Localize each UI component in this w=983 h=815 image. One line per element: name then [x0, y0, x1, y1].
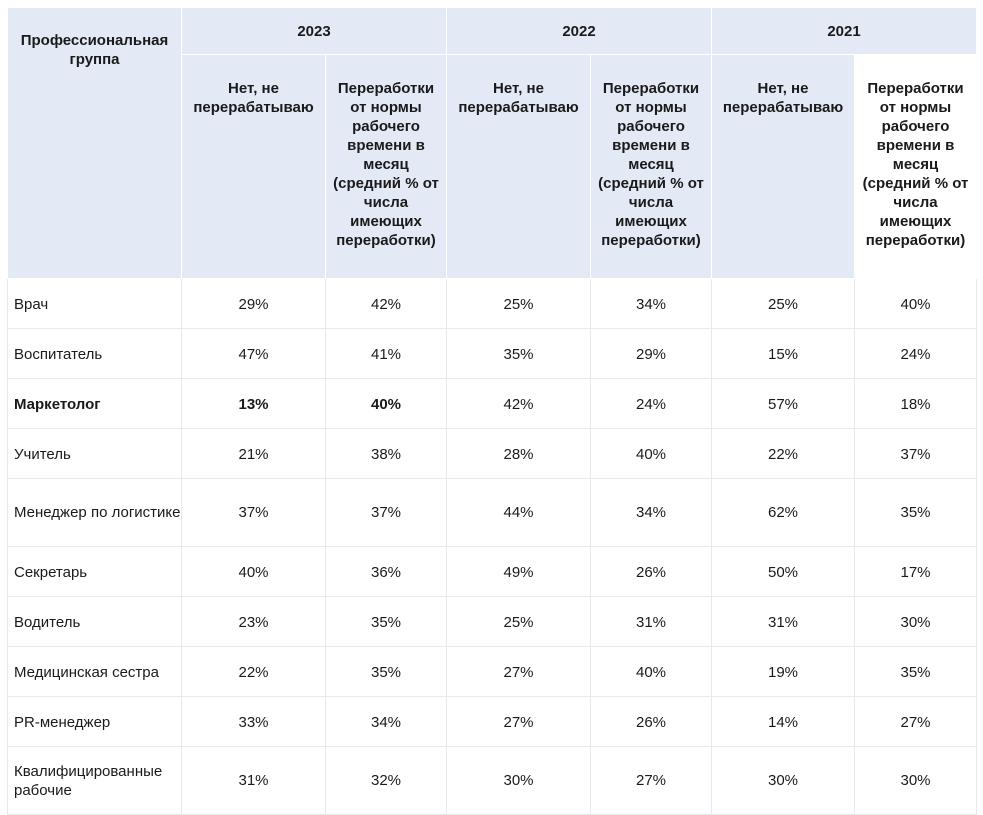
value-cell: 30% — [854, 746, 977, 815]
overtime-avg-header-2023: Переработки от нормы рабочего времени в … — [325, 54, 447, 279]
value-cell: 40% — [854, 278, 977, 329]
value-cell: 42% — [325, 278, 447, 329]
value-cell: 30% — [446, 746, 591, 815]
profession-name: Водитель — [7, 596, 182, 647]
no-overtime-header-2022: Нет, не перерабатываю — [446, 54, 591, 279]
value-cell: 35% — [446, 328, 591, 379]
value-cell: 34% — [590, 278, 712, 329]
value-cell: 25% — [446, 278, 591, 329]
value-cell: 31% — [711, 596, 855, 647]
value-cell: 34% — [590, 478, 712, 547]
overtime-by-profession-table: Профессиональная группа 2023 2022 2021 Н… — [7, 7, 977, 815]
value-cell: 62% — [711, 478, 855, 547]
profession-name: Менеджер по логистике — [7, 478, 182, 547]
value-cell: 26% — [590, 696, 712, 747]
profession-name: Квалифицированные рабочие — [7, 746, 182, 815]
value-cell: 40% — [590, 646, 712, 697]
overtime-avg-header-2022: Переработки от нормы рабочего времени в … — [590, 54, 712, 279]
value-cell: 47% — [181, 328, 326, 379]
value-cell: 50% — [711, 546, 855, 597]
value-cell: 29% — [181, 278, 326, 329]
table-row: Медицинская сестра 22% 35% 27% 40% 19% 3… — [7, 646, 977, 697]
profession-name: Медицинская сестра — [7, 646, 182, 697]
value-cell: 27% — [446, 646, 591, 697]
value-cell: 24% — [854, 328, 977, 379]
value-cell: 36% — [325, 546, 447, 597]
value-cell: 22% — [711, 428, 855, 479]
value-cell: 29% — [590, 328, 712, 379]
value-cell: 37% — [181, 478, 326, 547]
value-cell: 37% — [325, 478, 447, 547]
value-cell: 40% — [590, 428, 712, 479]
profession-name: Маркетолог — [7, 378, 182, 429]
no-overtime-header-2021: Нет, не перерабатываю — [711, 54, 855, 279]
table-row: Водитель 23% 35% 25% 31% 31% 30% — [7, 596, 977, 647]
value-cell: 17% — [854, 546, 977, 597]
table-row: Квалифицированные рабочие 31% 32% 30% 27… — [7, 746, 977, 815]
value-cell: 14% — [711, 696, 855, 747]
value-cell: 25% — [446, 596, 591, 647]
value-cell: 40% — [181, 546, 326, 597]
value-cell: 41% — [325, 328, 447, 379]
value-cell: 27% — [590, 746, 712, 815]
value-cell: 23% — [181, 596, 326, 647]
value-cell: 35% — [854, 646, 977, 697]
value-cell: 31% — [181, 746, 326, 815]
profession-name: PR-менеджер — [7, 696, 182, 747]
value-cell: 40% — [325, 378, 447, 429]
value-cell: 31% — [590, 596, 712, 647]
value-cell: 15% — [711, 328, 855, 379]
value-cell: 21% — [181, 428, 326, 479]
profession-group-header: Профессиональная группа — [7, 7, 182, 279]
value-cell: 30% — [711, 746, 855, 815]
overtime-table-container: Профессиональная группа 2023 2022 2021 Н… — [7, 7, 977, 815]
table-row: PR-менеджер 33% 34% 27% 26% 14% 27% — [7, 696, 977, 747]
table-row: Менеджер по логистике 37% 37% 44% 34% 62… — [7, 478, 977, 547]
value-cell: 37% — [854, 428, 977, 479]
value-cell: 28% — [446, 428, 591, 479]
value-cell: 13% — [181, 378, 326, 429]
value-cell: 22% — [181, 646, 326, 697]
no-overtime-header-2023: Нет, не перерабатываю — [181, 54, 326, 279]
value-cell: 19% — [711, 646, 855, 697]
value-cell: 35% — [325, 596, 447, 647]
table-row: Учитель 21% 38% 28% 40% 22% 37% — [7, 428, 977, 479]
value-cell: 32% — [325, 746, 447, 815]
value-cell: 38% — [325, 428, 447, 479]
value-cell: 35% — [854, 478, 977, 547]
value-cell: 35% — [325, 646, 447, 697]
value-cell: 27% — [854, 696, 977, 747]
value-cell: 18% — [854, 378, 977, 429]
value-cell: 42% — [446, 378, 591, 429]
profession-name: Учитель — [7, 428, 182, 479]
year-header-row: Профессиональная группа 2023 2022 2021 — [7, 7, 977, 279]
overtime-avg-header-2021: Переработки от нормы рабочего времени в … — [854, 54, 977, 279]
profession-name: Воспитатель — [7, 328, 182, 379]
value-cell: 24% — [590, 378, 712, 429]
value-cell: 44% — [446, 478, 591, 547]
value-cell: 25% — [711, 278, 855, 329]
value-cell: 30% — [854, 596, 977, 647]
year-header-2021: 2021 — [711, 7, 977, 55]
table-row: Воспитатель 47% 41% 35% 29% 15% 24% — [7, 328, 977, 379]
value-cell: 34% — [325, 696, 447, 747]
value-cell: 33% — [181, 696, 326, 747]
value-cell: 26% — [590, 546, 712, 597]
value-cell: 27% — [446, 696, 591, 747]
metric-header-row: Нет, не перерабатываю Переработки от нор… — [8, 54, 977, 279]
year-header-2023: 2023 — [181, 7, 447, 55]
profession-name: Врач — [7, 278, 182, 329]
table-row: Секретарь 40% 36% 49% 26% 50% 17% — [7, 546, 977, 597]
value-cell: 49% — [446, 546, 591, 597]
table-row-highlighted: Маркетолог 13% 40% 42% 24% 57% 18% — [7, 378, 977, 429]
value-cell: 57% — [711, 378, 855, 429]
year-header-2022: 2022 — [446, 7, 712, 55]
table-row: Врач 29% 42% 25% 34% 25% 40% — [7, 278, 977, 329]
profession-name: Секретарь — [7, 546, 182, 597]
